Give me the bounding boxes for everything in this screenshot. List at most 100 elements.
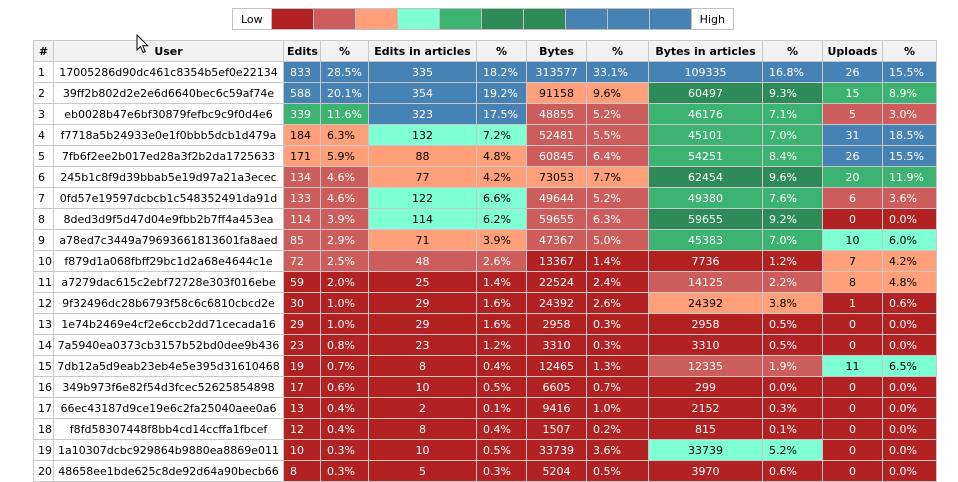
uploads-pct-cell: 3.0%	[882, 103, 937, 125]
edits-pct-cell: 4.6%	[320, 166, 369, 188]
rank-cell: 11	[33, 271, 54, 293]
uploads-pct-cell: 3.6%	[882, 187, 937, 209]
user-cell[interactable]: 245b1c8f9d39bbab5e19d97a21a3ecec	[53, 166, 284, 188]
user-cell[interactable]: 349b973f6e82f54d3fcec52625854898	[53, 376, 284, 398]
legend-swatch	[354, 8, 398, 30]
bytes-in-articles-cell: 12335	[648, 355, 763, 377]
edits-cell: 114	[283, 208, 321, 230]
user-cell[interactable]: 39ff2b802d2e2e6d6640bec6c59af74e	[53, 82, 284, 104]
header-edits-in-articles[interactable]: Edits in articles	[368, 40, 477, 62]
bytes-cell: 91158	[526, 82, 587, 104]
user-cell[interactable]: 7fb6f2ee2b017ed28a3f2b2da1725633	[53, 145, 284, 167]
rank-cell: 13	[33, 313, 54, 335]
edits-in-articles-cell: 25	[368, 271, 477, 293]
user-cell[interactable]: f879d1a068fbff29bc1d2a68e4644c1e	[53, 250, 284, 272]
edits-in-articles-pct-cell: 0.5%	[476, 376, 527, 398]
header-edits[interactable]: Edits	[283, 40, 321, 62]
uploads-cell: 0	[822, 334, 883, 356]
bytes-cell: 9416	[526, 397, 587, 419]
user-cell[interactable]: 7db12a5d9eab23eb4e5e395d31610468	[53, 355, 284, 377]
user-cell[interactable]: 7a5940ea0373cb3157b52bd0dee9b436	[53, 334, 284, 356]
user-cell[interactable]: 1a10307dcbc929864b9880ea8869e011	[53, 439, 284, 461]
uploads-pct-cell: 4.2%	[882, 250, 937, 272]
edits-in-articles-pct-cell: 4.8%	[476, 145, 527, 167]
uploads-cell: 5	[822, 103, 883, 125]
user-cell[interactable]: 0fd57e19597dcbcb1c548352491da91d	[53, 187, 284, 209]
edits-pct-cell: 1.0%	[320, 313, 369, 335]
uploads-pct-cell: 8.9%	[882, 82, 937, 104]
header-bytes-in-articles[interactable]: Bytes in articles	[648, 40, 763, 62]
header-user[interactable]: User	[53, 40, 284, 62]
header-uploads[interactable]: Uploads	[822, 40, 883, 62]
rank-cell: 20	[33, 460, 54, 482]
legend-swatch	[438, 8, 482, 30]
bytes-in-articles-cell: 7736	[648, 250, 763, 272]
bytes-pct-cell: 0.3%	[586, 313, 649, 335]
header-edits-in-articles-pct[interactable]: %	[476, 40, 527, 62]
user-cell[interactable]: 17005286d90dc461c8354b5ef0e22134	[53, 61, 284, 83]
header-rank[interactable]: #	[33, 40, 54, 62]
header-edits-pct[interactable]: %	[320, 40, 369, 62]
bytes-in-articles-cell: 109335	[648, 61, 763, 83]
table-row: 11 a7279dac615c2ebf72728e303f016ebe 59 2.0%…	[33, 271, 937, 293]
edits-cell: 29	[283, 313, 321, 335]
user-cell[interactable]: f7718a5b24933e0e1f0bbb5dcb1d479a	[53, 124, 284, 146]
header-bytes-in-articles-pct[interactable]: %	[762, 40, 823, 62]
rank-cell: 7	[33, 187, 54, 209]
table-row: 19 1a10307dcbc929864b9880ea8869e011 10 0.3%…	[33, 439, 937, 461]
edits-pct-cell: 3.9%	[320, 208, 369, 230]
uploads-pct-cell: 11.9%	[882, 166, 937, 188]
edits-cell: 85	[283, 229, 321, 251]
bytes-cell: 59655	[526, 208, 587, 230]
user-cell[interactable]: a7279dac615c2ebf72728e303f016ebe	[53, 271, 284, 293]
user-cell[interactable]: 48658ee1bde625c8de92d64a90becb66	[53, 460, 284, 482]
edits-in-articles-cell: 323	[368, 103, 477, 125]
user-cell[interactable]: f8fd58307448f8bb4cd14ccffa1fbcef	[53, 418, 284, 440]
rank-cell: 2	[33, 82, 54, 104]
uploads-cell: 10	[822, 229, 883, 251]
header-bytes[interactable]: Bytes	[526, 40, 587, 62]
bytes-cell: 52481	[526, 124, 587, 146]
edits-in-articles-cell: 354	[368, 82, 477, 104]
user-cell[interactable]: eb0028b47e6bf30879fefbc9c9f0d4e6	[53, 103, 284, 125]
user-cell[interactable]: a78ed7c3449a79693661813601fa8aed	[53, 229, 284, 251]
bytes-pct-cell: 5.2%	[586, 187, 649, 209]
uploads-cell: 0	[822, 418, 883, 440]
bytes-cell: 13367	[526, 250, 587, 272]
bytes-in-articles-pct-cell: 0.5%	[762, 334, 823, 356]
uploads-cell: 26	[822, 61, 883, 83]
edits-in-articles-cell: 132	[368, 124, 477, 146]
user-cell[interactable]: 66ec43187d9ce19e6c2fa25040aee0a6	[53, 397, 284, 419]
edits-in-articles-cell: 48	[368, 250, 477, 272]
legend-low-label: Low	[232, 8, 272, 30]
user-stats-table: # User Edits % Edits in articles % Bytes…	[33, 40, 937, 482]
bytes-cell: 48855	[526, 103, 587, 125]
bytes-in-articles-pct-cell: 0.3%	[762, 397, 823, 419]
bytes-in-articles-cell: 46176	[648, 103, 763, 125]
legend-swatch	[564, 8, 608, 30]
bytes-in-articles-pct-cell: 8.4%	[762, 145, 823, 167]
user-cell[interactable]: 8ded3d9f5d47d04e9fbb2b7ff4a453ea	[53, 208, 284, 230]
bytes-in-articles-pct-cell: 0.1%	[762, 418, 823, 440]
bytes-in-articles-pct-cell: 7.6%	[762, 187, 823, 209]
bytes-in-articles-cell: 45101	[648, 124, 763, 146]
edits-in-articles-cell: 88	[368, 145, 477, 167]
bytes-in-articles-cell: 59655	[648, 208, 763, 230]
bytes-cell: 6605	[526, 376, 587, 398]
edits-in-articles-pct-cell: 0.3%	[476, 460, 527, 482]
edits-in-articles-pct-cell: 3.9%	[476, 229, 527, 251]
uploads-pct-cell: 0.6%	[882, 292, 937, 314]
bytes-in-articles-cell: 815	[648, 418, 763, 440]
legend-swatch	[312, 8, 356, 30]
legend-swatch	[522, 8, 566, 30]
rank-cell: 9	[33, 229, 54, 251]
bytes-pct-cell: 5.0%	[586, 229, 649, 251]
user-cell[interactable]: 1e74b2469e4cf2e6ccb2dd71cecada16	[53, 313, 284, 335]
header-bytes-pct[interactable]: %	[586, 40, 649, 62]
bytes-cell: 60845	[526, 145, 587, 167]
bytes-pct-cell: 0.3%	[586, 334, 649, 356]
edits-cell: 13	[283, 397, 321, 419]
user-cell[interactable]: 9f32496dc28b6793f58c6c6810cbcd2e	[53, 292, 284, 314]
header-uploads-pct[interactable]: %	[882, 40, 937, 62]
table-row: 1 17005286d90dc461c8354b5ef0e22134 833 28.5…	[33, 61, 937, 83]
